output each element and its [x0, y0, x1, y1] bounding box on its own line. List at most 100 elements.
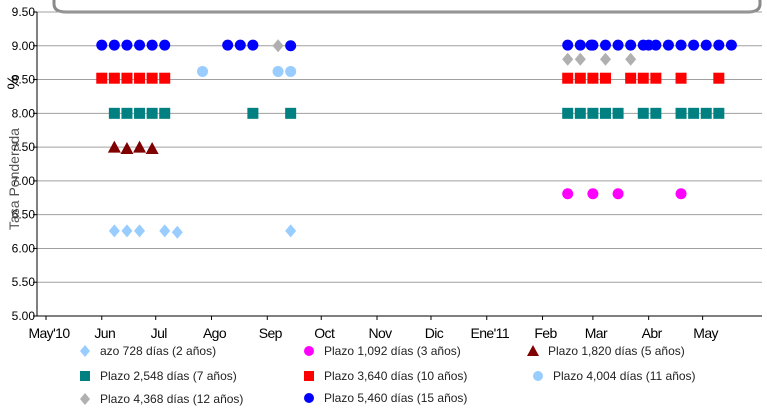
data-point	[637, 72, 649, 84]
data-point	[650, 39, 662, 51]
data-point	[562, 188, 574, 200]
data-point	[562, 52, 574, 66]
data-point	[285, 107, 297, 119]
y-axis-label: Tasa Ponderada	[6, 128, 22, 230]
data-point	[625, 72, 637, 84]
x-tick-label: Nov	[368, 325, 392, 341]
data-point	[120, 141, 134, 154]
data-point	[675, 39, 687, 51]
data-point	[625, 39, 637, 51]
data-point	[562, 107, 574, 119]
data-point	[96, 72, 108, 84]
data-point	[234, 39, 246, 51]
data-point	[159, 39, 171, 51]
data-point	[612, 188, 624, 200]
data-point	[272, 65, 284, 77]
x-tick-label: Jun	[94, 325, 115, 341]
data-point	[612, 107, 624, 119]
y-tick-label: 9.00	[12, 39, 36, 53]
data-point	[725, 39, 737, 51]
data-point	[134, 224, 146, 238]
data-point	[562, 39, 574, 51]
x-tick-label: Ago	[203, 325, 227, 341]
data-point	[159, 72, 171, 84]
data-point	[662, 39, 674, 51]
series-2	[562, 188, 687, 200]
data-point	[222, 39, 234, 51]
data-point	[713, 39, 725, 51]
data-point	[133, 140, 147, 153]
data-point	[171, 225, 183, 239]
x-tick-label: Abr	[642, 325, 663, 341]
data-point	[587, 72, 599, 84]
data-point	[599, 39, 611, 51]
data-point	[650, 107, 662, 119]
data-point	[146, 39, 158, 51]
x-tick-label: May	[693, 325, 718, 341]
data-point	[599, 107, 611, 119]
data-point	[159, 224, 171, 238]
series-1	[108, 224, 297, 239]
x-tick-label: May'10	[28, 325, 70, 341]
x-tick-label: Jul	[151, 325, 168, 341]
data-point	[107, 140, 121, 153]
data-point	[108, 107, 120, 119]
data-point	[587, 188, 599, 200]
data-point	[146, 72, 158, 84]
data-point	[247, 107, 259, 119]
data-point	[688, 107, 700, 119]
chart-frame-top	[52, 0, 762, 14]
series-8	[96, 39, 737, 52]
x-tick-label: Oct	[314, 325, 335, 341]
y-tick-label: 8.50	[12, 73, 36, 87]
data-point	[121, 72, 133, 84]
x-axis: May'10 Jun Jul Ago Sep Oct Nov Dic Ene'11 Feb Mar A…	[28, 316, 719, 341]
data-point	[108, 39, 120, 51]
data-point	[285, 65, 297, 77]
data-point	[121, 224, 133, 238]
data-point	[285, 40, 297, 52]
series-7	[272, 39, 637, 66]
data-point	[700, 107, 712, 119]
data-point	[637, 107, 649, 119]
gridlines	[37, 11, 762, 317]
data-point	[562, 72, 574, 84]
data-point	[108, 224, 120, 238]
y-tick-label: 5.50	[12, 275, 36, 289]
x-tick-label: Dic	[425, 325, 444, 341]
y-tick-label: 6.50	[12, 208, 36, 222]
data-point	[675, 188, 687, 200]
data-point	[574, 72, 586, 84]
data-point	[599, 72, 611, 84]
y-axis: 5.00 5.50 6.00 6.50 7.00 7.50 8.00 8.50 9.00 9.50	[12, 5, 38, 323]
data-point	[574, 107, 586, 119]
x-tick-label: Ene'11	[470, 325, 509, 341]
series-3	[107, 140, 159, 154]
data-point	[272, 39, 284, 53]
data-point	[134, 72, 146, 84]
series-4	[108, 107, 725, 119]
data-point	[612, 39, 624, 51]
y-tick-label: 6.00	[12, 241, 36, 255]
data-point	[247, 39, 259, 51]
data-point	[675, 107, 687, 119]
data-point	[650, 72, 662, 84]
data-point	[587, 39, 599, 51]
x-tick-label: Mar	[585, 325, 608, 341]
y-tick-label: 8.00	[12, 106, 36, 120]
data-point	[625, 52, 637, 66]
data-point	[159, 107, 171, 119]
y-tick-label: 9.50	[12, 5, 36, 19]
x-tick-label: Sep	[259, 325, 283, 341]
y-tick-label: 7.00	[12, 174, 36, 188]
data-point	[574, 52, 586, 66]
data-point	[713, 107, 725, 119]
x-tick-label: Feb	[534, 325, 557, 341]
data-point	[587, 107, 599, 119]
data-point	[121, 107, 133, 119]
data-point	[675, 72, 687, 84]
series-5	[96, 72, 725, 84]
data-point	[574, 39, 586, 51]
data-point	[134, 39, 146, 51]
series-6	[197, 65, 297, 77]
